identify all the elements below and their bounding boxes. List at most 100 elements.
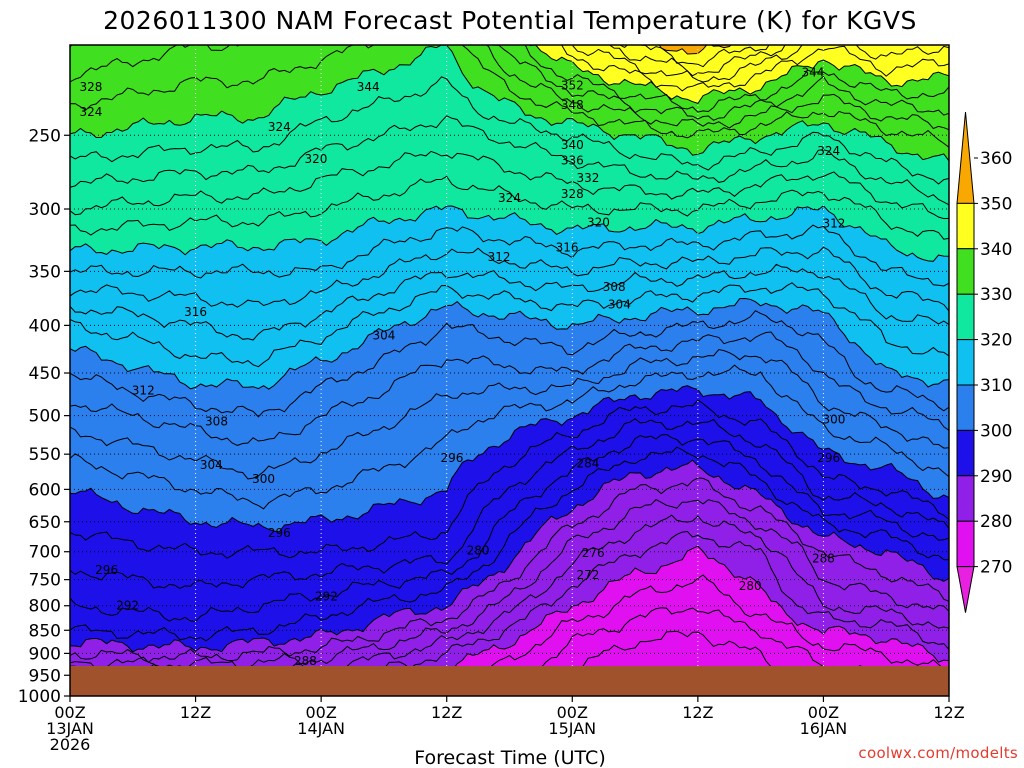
y-tick-label-450: 450 bbox=[29, 364, 61, 384]
contour-label-312: 312 bbox=[488, 250, 511, 264]
colorbar-label-310: 310 bbox=[980, 376, 1012, 396]
y-tick-label-550: 550 bbox=[29, 445, 61, 465]
contour-label-316: 316 bbox=[184, 305, 207, 319]
contour-label-324: 324 bbox=[498, 191, 521, 205]
y-tick-label-800: 800 bbox=[29, 597, 61, 617]
y-tick-label-250: 250 bbox=[29, 126, 61, 146]
contour-label-328: 328 bbox=[79, 80, 102, 94]
theta-band-350-360 bbox=[659, 45, 751, 54]
colorbar-bin-320-330 bbox=[956, 293, 975, 341]
x-tick-label-24-1: 14JAN bbox=[297, 719, 345, 738]
contour-label-344: 344 bbox=[802, 65, 825, 79]
isentrope-338K bbox=[524, 45, 949, 113]
y-tick-label-650: 650 bbox=[29, 513, 61, 533]
x-tick-label-60-0: 12Z bbox=[682, 703, 713, 722]
y-tick-label-350: 350 bbox=[29, 262, 61, 282]
contour-label-336: 336 bbox=[561, 153, 584, 167]
contour-label-272: 272 bbox=[577, 568, 600, 582]
colorbar-bin-310-320 bbox=[956, 339, 975, 386]
isentrope-278K bbox=[70, 574, 949, 696]
isentrope-324K bbox=[70, 150, 949, 220]
contour-label-348: 348 bbox=[561, 98, 584, 112]
pressure-axis: 250 300 350 400 450 500 550 600 650 700 750 800 850 9… bbox=[18, 126, 70, 707]
contour-label-308: 308 bbox=[603, 280, 626, 294]
isentrope-304K bbox=[70, 348, 949, 480]
contour-label-292: 292 bbox=[116, 599, 139, 613]
isentrope-328K bbox=[70, 76, 949, 185]
contour-label-296: 296 bbox=[95, 563, 118, 577]
isentrope-314K bbox=[70, 263, 949, 341]
colorbar-label-350: 350 bbox=[980, 194, 1012, 214]
y-tick-label-300: 300 bbox=[29, 200, 61, 220]
contour-label-292: 292 bbox=[315, 590, 338, 604]
colorbar-label-340: 340 bbox=[980, 240, 1012, 260]
contour-label-296: 296 bbox=[817, 451, 840, 465]
colorbar-label-330: 330 bbox=[980, 285, 1012, 305]
colorbar-bin-350-360 bbox=[956, 111, 975, 204]
colorbar-bin-270-280 bbox=[956, 520, 975, 568]
isentrope-318K bbox=[70, 224, 949, 287]
contour-label-340: 340 bbox=[561, 138, 584, 152]
contour-label-324: 324 bbox=[79, 105, 102, 119]
isentrope-326K bbox=[70, 115, 949, 206]
isentrope-322K bbox=[70, 175, 949, 240]
contour-label-296: 296 bbox=[440, 451, 463, 465]
colorbar-label-320: 320 bbox=[980, 331, 1012, 351]
contour-label-284: 284 bbox=[577, 457, 600, 471]
x-tick-label-0-2: 2026 bbox=[50, 735, 91, 754]
x-tick-label-12-0: 12Z bbox=[180, 703, 211, 722]
colorbar-label-300: 300 bbox=[980, 421, 1012, 441]
x-tick-label-72-1: 16JAN bbox=[800, 719, 848, 738]
credit-text: coolwx.com/modelts bbox=[858, 744, 1018, 762]
colorbar-label-360: 360 bbox=[980, 149, 1012, 169]
contour-label-312: 312 bbox=[132, 384, 155, 398]
contour-label-300: 300 bbox=[252, 472, 275, 486]
x-tick-label-84-0: 12Z bbox=[933, 703, 964, 722]
isentrope-332K bbox=[70, 45, 949, 148]
contour-label-300: 300 bbox=[822, 413, 845, 427]
contour-label-308: 308 bbox=[205, 414, 228, 428]
colorbar-bin-280-290 bbox=[956, 475, 975, 522]
contour-label-312: 312 bbox=[822, 217, 845, 231]
colorbar-label-270: 270 bbox=[980, 558, 1012, 578]
contour-label-304: 304 bbox=[200, 458, 223, 472]
y-tick-label-900: 900 bbox=[29, 644, 61, 664]
chart-title: 2026011300 NAM Forecast Potential Temper… bbox=[103, 6, 917, 35]
isentrope-298K bbox=[70, 399, 949, 559]
colorbar: 360 350 340 330 320 310 300 290 280 270 bbox=[956, 111, 1012, 613]
isentrope-296K bbox=[70, 418, 949, 589]
isentrope-330K bbox=[70, 45, 949, 162]
isentrope-334K bbox=[70, 45, 949, 131]
isentrope-312K bbox=[70, 282, 949, 368]
y-tick-label-850: 850 bbox=[29, 621, 61, 641]
x-tick-label-0-0: 00Z bbox=[54, 703, 85, 722]
colorbar-label-280: 280 bbox=[980, 512, 1012, 532]
x-tick-label-36-0: 12Z bbox=[431, 703, 462, 722]
contour-label-324: 324 bbox=[817, 144, 840, 158]
x-tick-label-48-1: 15JAN bbox=[548, 719, 596, 738]
colorbar-bin-260-270 bbox=[956, 566, 975, 613]
isentrope-342K bbox=[560, 45, 949, 92]
contour-label-304: 304 bbox=[608, 298, 631, 312]
isentrope-lines bbox=[70, 45, 949, 696]
contour-label-320: 320 bbox=[304, 152, 327, 166]
colorbar-bin-340-350 bbox=[956, 202, 975, 250]
isentrope-306K bbox=[70, 331, 949, 446]
isentrope-310K bbox=[70, 297, 949, 390]
contour-label-280: 280 bbox=[467, 544, 490, 558]
contour-label-320: 320 bbox=[587, 215, 610, 229]
x-tick-label-24-0: 00Z bbox=[305, 703, 336, 722]
isentrope-340K bbox=[529, 45, 949, 104]
contour-label-288: 288 bbox=[294, 654, 317, 668]
x-tick-label-0-1: 13JAN bbox=[46, 719, 94, 738]
contour-label-316: 316 bbox=[556, 241, 579, 255]
contour-label-304: 304 bbox=[372, 328, 395, 342]
ground-terrain bbox=[70, 666, 949, 696]
x-axis-label: Forecast Time (UTC) bbox=[414, 747, 605, 768]
contour-label-276: 276 bbox=[582, 546, 605, 560]
colorbar-bin-290-300 bbox=[956, 429, 975, 477]
contour-label-352: 352 bbox=[561, 78, 584, 92]
